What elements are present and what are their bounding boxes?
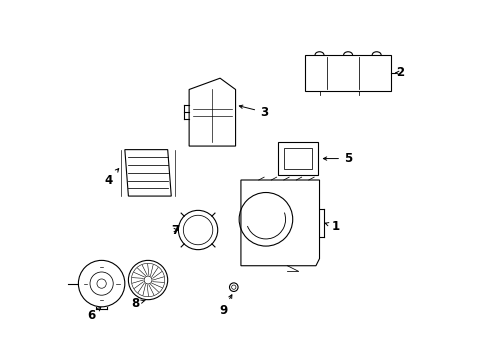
Text: 9: 9 <box>219 295 231 317</box>
Text: 7: 7 <box>170 224 179 237</box>
Text: 1: 1 <box>325 220 339 233</box>
Text: 2: 2 <box>395 66 403 79</box>
Text: 6: 6 <box>86 307 101 322</box>
Text: 3: 3 <box>239 105 267 119</box>
Text: 5: 5 <box>323 152 351 165</box>
Text: 4: 4 <box>104 168 119 186</box>
Text: 8: 8 <box>131 297 145 310</box>
